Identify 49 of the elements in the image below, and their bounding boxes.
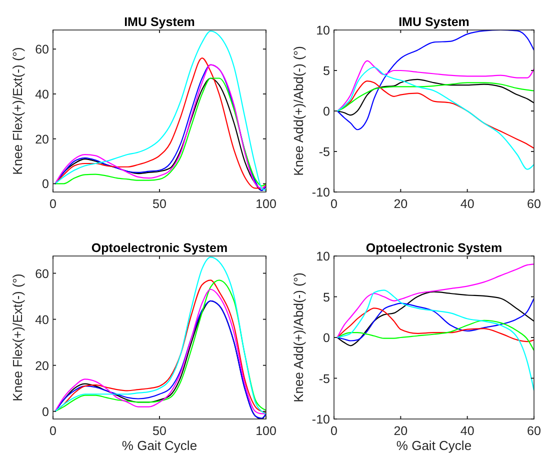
x-axis-title: % Gait Cycle — [122, 438, 198, 453]
line-series — [336, 320, 534, 352]
x-tick-label: 100 — [256, 424, 276, 438]
line-series — [336, 30, 534, 130]
y-tick-label: -10 — [312, 412, 330, 426]
x-tick-label: 60 — [527, 424, 541, 438]
x-tick-label: 20 — [394, 197, 408, 211]
chart-title: IMU System — [398, 15, 470, 29]
y-tick-label: -5 — [318, 372, 330, 386]
chart-title: Optoelectronic System — [366, 241, 502, 255]
y-axis-title: Knee Flex(+)/Ext(-) (°) — [10, 47, 25, 175]
line-series — [336, 60, 534, 112]
line-series — [336, 264, 534, 338]
y-axis-title: Knee Flex(+)/Ext(-) (°) — [10, 274, 25, 402]
y-tick-label: 10 — [316, 24, 330, 38]
x-tick-label: 100 — [256, 197, 276, 211]
x-tick-label: 60 — [527, 197, 541, 211]
y-tick-label: -10 — [312, 186, 330, 200]
line-series — [336, 291, 534, 346]
x-tick-label: 50 — [152, 424, 166, 438]
y-tick-label: 0 — [42, 177, 50, 192]
y-tick-label: 60 — [35, 42, 50, 57]
y-tick-label: 40 — [35, 87, 50, 102]
x-tick-label: 50 — [152, 197, 166, 211]
y-axis-title: Knee Add(+)/Abd(-) (°) — [291, 272, 306, 402]
line-series — [54, 30, 266, 191]
line-series — [54, 256, 266, 414]
y-tick-label: 40 — [35, 312, 50, 327]
x-tick-label: 40 — [460, 197, 474, 211]
x-tick-label: 40 — [460, 424, 474, 438]
y-tick-label: 20 — [35, 358, 50, 373]
line-series — [336, 66, 534, 170]
y-tick-label: 10 — [316, 250, 330, 264]
y-tick-label: -5 — [318, 145, 330, 159]
y-tick-label: 0 — [42, 404, 50, 419]
y-axis-title: Knee Add(+)/Abd(-) (°) — [291, 46, 306, 176]
line-series — [336, 298, 534, 342]
y-tick-label: 5 — [323, 290, 330, 304]
x-tick-label: 20 — [394, 424, 408, 438]
y-tick-label: 60 — [35, 266, 50, 281]
y-tick-label: 0 — [323, 331, 330, 345]
y-tick-label: 0 — [323, 104, 330, 118]
x-axis-title: % Gait Cycle — [396, 438, 472, 453]
line-series — [336, 308, 534, 342]
y-tick-label: 20 — [35, 132, 50, 146]
line-series — [336, 290, 534, 392]
y-tick-label: 5 — [323, 64, 330, 78]
chart-title: IMU System — [124, 15, 195, 29]
chart-title: Optoelectronic System — [91, 241, 228, 255]
